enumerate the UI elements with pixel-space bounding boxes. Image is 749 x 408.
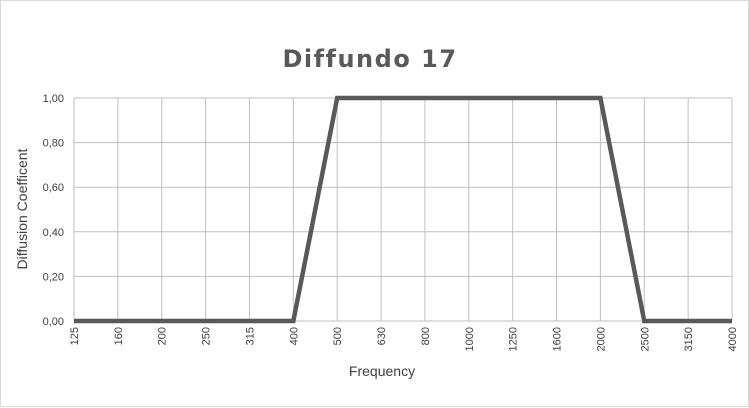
chart-title: Diffundo 17 [282,45,457,73]
grid [73,97,733,322]
y-tick-label: 0,40 [43,227,64,239]
y-tick-label: 0,80 [43,138,64,150]
x-tick-label: 125 [69,327,81,345]
x-tick-label: 4000 [727,327,739,351]
x-tick-label: 500 [332,327,344,345]
x-axis-label: Frequency [349,363,415,379]
x-tick-label: 1000 [464,327,476,351]
y-tick-label: 0,00 [43,316,64,328]
x-tick-label: 160 [113,327,125,345]
x-tick-label: 315 [244,327,256,345]
y-tick-label: 1,00 [43,93,64,105]
y-tick-label: 0,20 [43,271,64,283]
y-tick-label: 0,60 [43,182,64,194]
x-tick-label: 630 [376,327,388,345]
x-tick-label: 1600 [552,327,564,351]
x-tick-label: 1250 [508,327,520,351]
x-tick-label: 3150 [683,327,695,351]
x-tick-label: 2000 [595,327,607,351]
series-line [74,95,732,324]
y-axis-tick-labels: 0,00 0,20 0,40 0,60 0,80 1,00 [43,93,64,328]
x-tick-label: 250 [201,327,213,345]
x-axis-tick-labels: 125 160 200 250 315 400 500 630 800 1000 1250 1600 2… [69,327,739,351]
x-tick-label: 200 [157,327,169,345]
x-tick-label: 2500 [639,327,651,351]
x-tick-label: 400 [288,327,300,345]
x-tick-label: 800 [420,327,432,345]
y-axis-label: Diffusion Coefficent [14,148,30,269]
series-group [74,95,732,324]
